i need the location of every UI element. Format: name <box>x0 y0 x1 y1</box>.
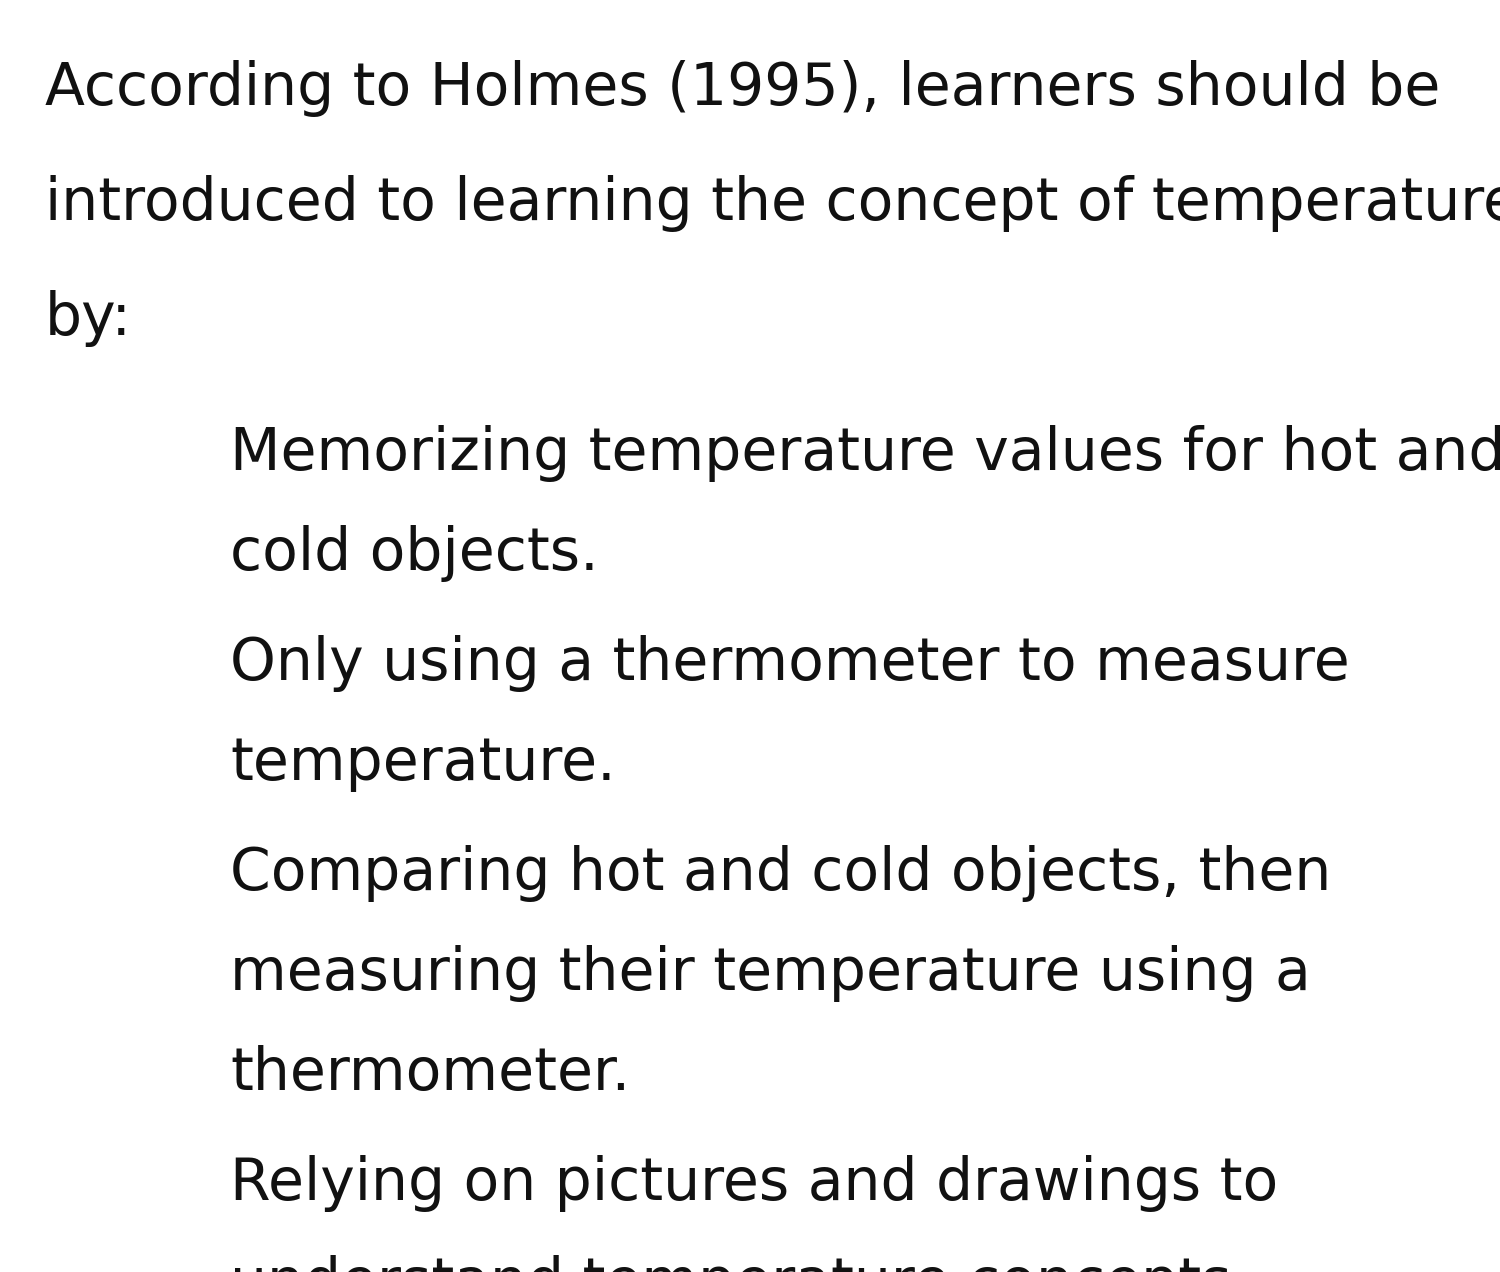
Text: thermometer.: thermometer. <box>230 1046 630 1102</box>
Text: Comparing hot and cold objects, then: Comparing hot and cold objects, then <box>230 845 1332 902</box>
Text: Only using a thermometer to measure: Only using a thermometer to measure <box>230 635 1350 692</box>
Text: According to Holmes (1995), learners should be: According to Holmes (1995), learners sho… <box>45 60 1440 117</box>
Text: cold objects.: cold objects. <box>230 525 598 583</box>
Text: by:: by: <box>45 290 132 347</box>
Text: Relying on pictures and drawings to: Relying on pictures and drawings to <box>230 1155 1278 1212</box>
Text: introduced to learning the concept of temperature: introduced to learning the concept of te… <box>45 176 1500 232</box>
Text: understand temperature concepts.: understand temperature concepts. <box>230 1255 1250 1272</box>
Text: measuring their temperature using a: measuring their temperature using a <box>230 945 1311 1002</box>
Text: Memorizing temperature values for hot and: Memorizing temperature values for hot an… <box>230 425 1500 482</box>
Text: temperature.: temperature. <box>230 735 615 792</box>
